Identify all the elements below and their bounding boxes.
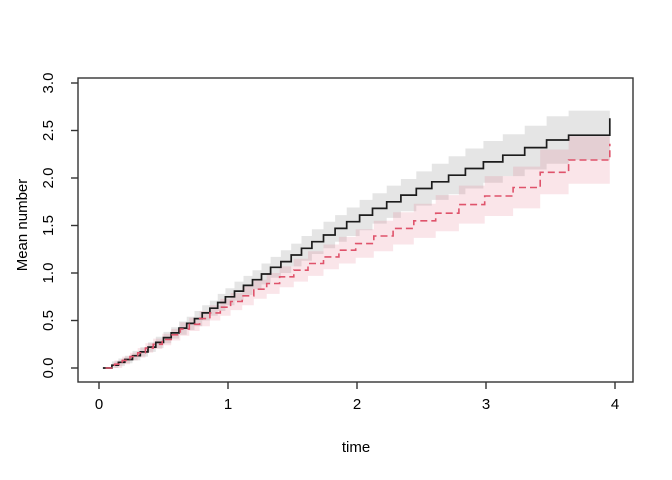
y-tick-label-1.5: 1.5: [40, 215, 57, 236]
x-axis-title: time: [342, 439, 370, 456]
x-tick-label-1: 1: [224, 396, 232, 413]
plot-box: [77, 77, 634, 383]
confidence-band-series-2: [105, 135, 610, 368]
confidence-band-series-1: [102, 110, 610, 368]
step-curve-series-1: [102, 118, 611, 369]
y-axis-title: Mean number: [14, 179, 31, 272]
confidence-bands: [102, 110, 610, 368]
step-curve-series-2: [105, 143, 611, 369]
x-tick-label-0: 0: [95, 396, 103, 413]
y-axis: 0.0 0.5 1.0 1.5 2.0 2.5 3.0: [40, 73, 78, 379]
x-tick-label-2: 2: [353, 396, 361, 413]
step-curves: [102, 118, 611, 369]
x-tick-label-4: 4: [611, 396, 619, 413]
y-tick-label-2.5: 2.5: [40, 120, 57, 141]
x-tick-label-3: 3: [482, 396, 490, 413]
y-tick-label-0.0: 0.0: [40, 358, 57, 379]
y-tick-label-1.0: 1.0: [40, 263, 57, 284]
y-tick-label-2.0: 2.0: [40, 168, 57, 189]
y-tick-label-3.0: 3.0: [40, 73, 57, 94]
x-axis: 0 1 2 3 4: [95, 382, 619, 413]
y-tick-label-0.5: 0.5: [40, 310, 57, 331]
